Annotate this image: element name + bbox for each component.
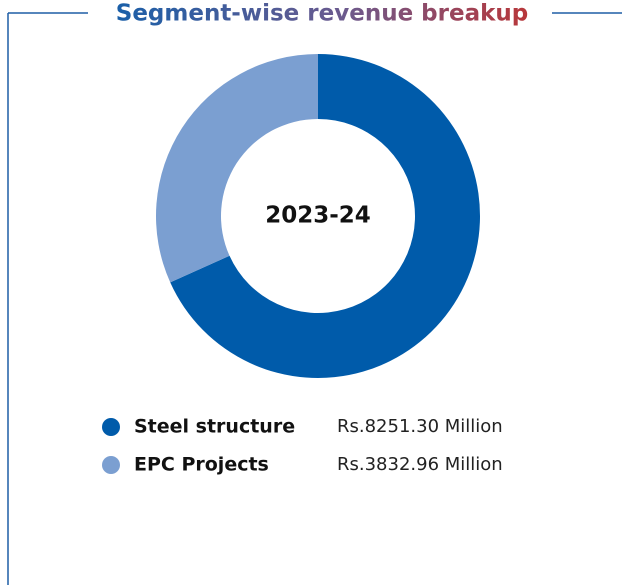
center-label: 2023-24	[265, 203, 371, 229]
donut-slice	[170, 54, 480, 378]
frame	[7, 12, 622, 585]
value-label: Rs.8251.30 Million	[337, 416, 503, 437]
legend-swatch	[102, 456, 120, 474]
legend: Steel structure Rs.8251.30 Million EPC Pro…	[102, 416, 503, 476]
donut	[155, 54, 480, 378]
legend-label: EPC Projects	[134, 454, 269, 476]
donut-slice	[155, 54, 318, 283]
value-label: Rs.3832.96 Million	[337, 454, 503, 475]
chart-title: Segment-wise revenue breakup	[116, 1, 528, 27]
legend-swatch	[102, 418, 120, 436]
legend-label: Steel structure	[134, 416, 295, 438]
